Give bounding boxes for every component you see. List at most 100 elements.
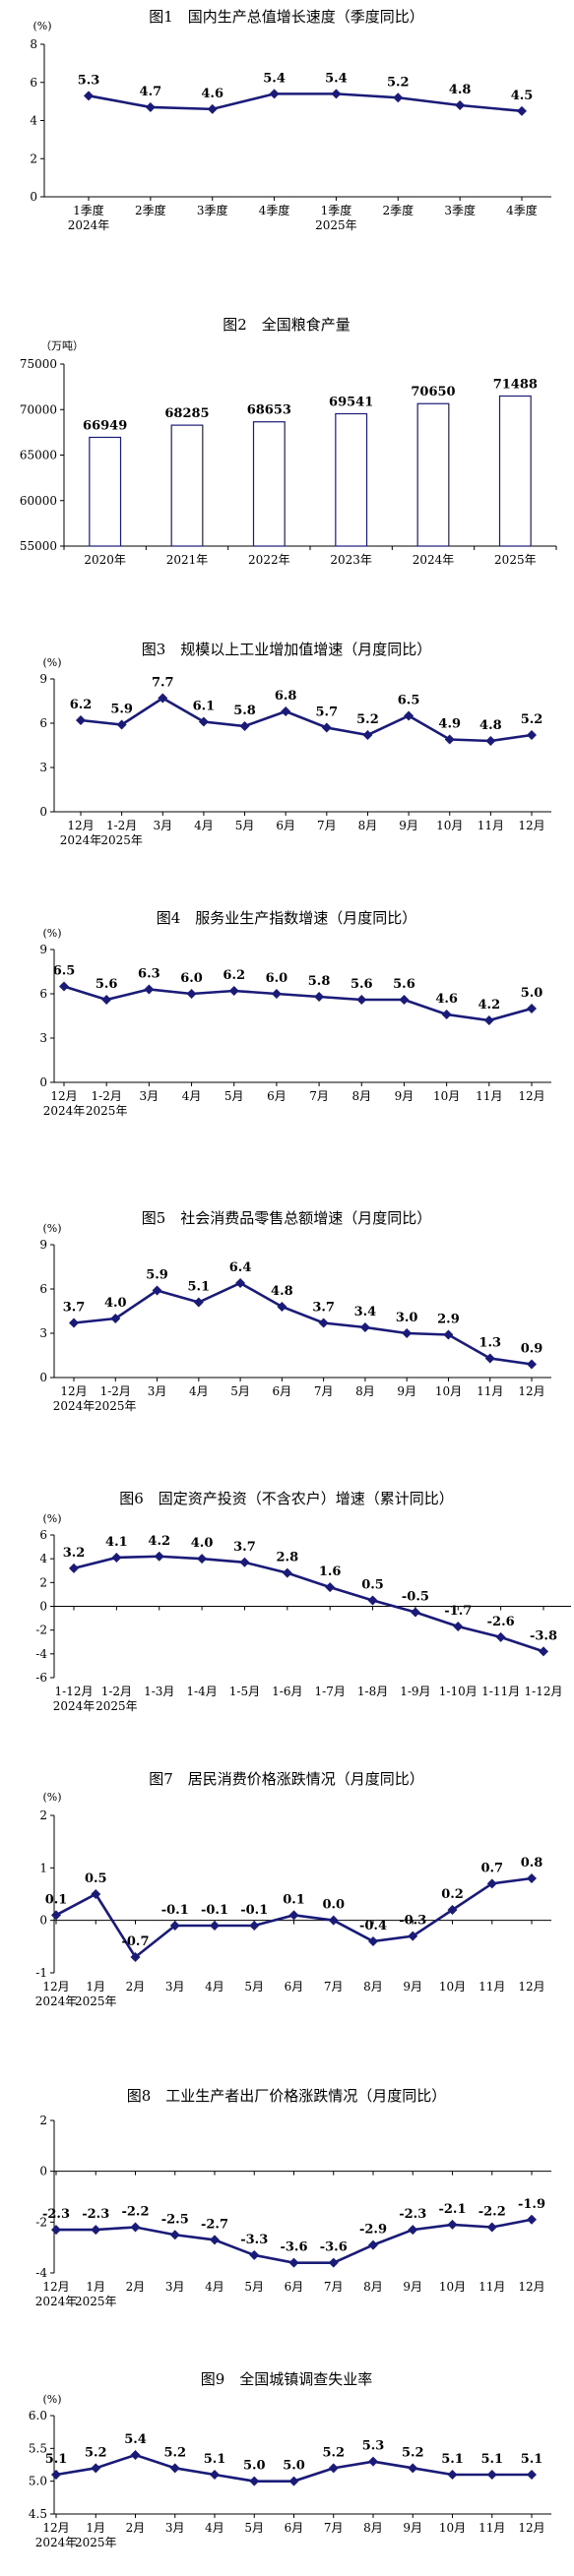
x-tick-label: 1月 bbox=[86, 2521, 105, 2535]
data-label: 4.9 bbox=[438, 717, 461, 732]
x-tick-label: 6月 bbox=[285, 2280, 304, 2294]
data-label: -2.5 bbox=[161, 2212, 189, 2227]
data-label: 0.8 bbox=[521, 1856, 543, 1871]
data-label: 68285 bbox=[164, 406, 209, 421]
y-tick-label: 5.5 bbox=[29, 2441, 47, 2455]
x-tick-label: 12月 bbox=[518, 1980, 544, 1993]
data-point bbox=[367, 1595, 378, 1606]
bar bbox=[170, 424, 204, 547]
y-tick-label: 6 bbox=[39, 716, 47, 730]
data-point bbox=[197, 1554, 208, 1564]
year-label: 2024年 bbox=[35, 2536, 78, 2549]
data-label: 5.9 bbox=[146, 1268, 168, 1283]
x-tick-label: 5月 bbox=[244, 2280, 264, 2294]
data-point bbox=[249, 1921, 260, 1931]
x-tick-label: 12月 bbox=[518, 2521, 544, 2535]
year-label: 2025年 bbox=[96, 1699, 138, 1713]
data-point bbox=[444, 734, 455, 745]
x-tick-label: 1-7月 bbox=[315, 1685, 346, 1698]
data-label: 69541 bbox=[329, 395, 373, 409]
bar bbox=[252, 421, 286, 547]
data-label: 5.2 bbox=[521, 712, 543, 727]
x-tick-label: 1-2月 bbox=[92, 1089, 122, 1103]
x-tick-label: 6月 bbox=[285, 2521, 304, 2535]
data-label: 0.5 bbox=[361, 1577, 384, 1592]
data-label: 5.0 bbox=[283, 2459, 305, 2474]
year-label: 2024年 bbox=[60, 833, 102, 847]
chart-title: 图8 工业生产者出厂价格涨跌情况（月度同比） bbox=[127, 2087, 447, 2105]
data-point bbox=[527, 1359, 537, 1370]
y-tick-label: 4.5 bbox=[29, 2507, 47, 2521]
data-point bbox=[486, 2470, 497, 2480]
data-point bbox=[539, 1646, 548, 1657]
chart-title: 图9 全国城镇调查失业率 bbox=[201, 2370, 373, 2388]
x-tick-label: 6月 bbox=[267, 1089, 287, 1103]
chart-title: 图4 服务业生产指数增速（月度同比） bbox=[157, 909, 417, 927]
y-tick-label: -1 bbox=[35, 1966, 47, 1980]
data-label: 4.1 bbox=[105, 1535, 128, 1550]
data-label: 3.0 bbox=[396, 1311, 418, 1325]
x-tick-label: 4月 bbox=[182, 1089, 202, 1103]
data-point bbox=[169, 2463, 180, 2474]
data-label: 5.1 bbox=[204, 2452, 226, 2467]
year-label: 2025年 bbox=[75, 1994, 117, 2008]
data-point bbox=[495, 1631, 506, 1642]
data-point bbox=[144, 984, 155, 995]
data-label: 5.3 bbox=[78, 73, 100, 88]
x-tick-label: 2月 bbox=[126, 1980, 146, 1993]
x-tick-label: 1-12月 bbox=[55, 1685, 94, 1698]
data-label: 3.7 bbox=[63, 1301, 86, 1316]
y-tick-label: 0 bbox=[30, 190, 37, 204]
data-label: 5.6 bbox=[393, 977, 415, 992]
y-tick-label: 1 bbox=[39, 1861, 47, 1874]
data-label: 5.6 bbox=[96, 977, 118, 992]
year-label: 2025年 bbox=[75, 2536, 117, 2549]
data-point bbox=[158, 693, 168, 704]
series-line bbox=[80, 696, 533, 743]
y-tick-label: 60000 bbox=[20, 494, 57, 508]
data-label: 5.1 bbox=[480, 2452, 503, 2467]
data-point bbox=[288, 1910, 299, 1921]
data-label: 5.2 bbox=[402, 2445, 424, 2460]
data-point bbox=[527, 730, 537, 740]
data-point bbox=[453, 1622, 464, 1632]
data-label: 5.7 bbox=[316, 705, 339, 720]
data-point bbox=[145, 101, 156, 112]
x-tick-label: 2季度 bbox=[382, 203, 414, 217]
chart-5-svg: 图5 社会消费品零售总额增速（月度同比） (%) 0 3 6 9 12月 1-2月 3月 4月 5月… bbox=[39, 1209, 551, 1413]
x-tick-label: 9月 bbox=[399, 819, 418, 832]
data-point bbox=[249, 2249, 260, 2260]
data-label: 68653 bbox=[247, 403, 291, 418]
chart-title: 图2 全国粮食产量 bbox=[223, 316, 351, 334]
data-point bbox=[169, 2230, 180, 2240]
data-label: 2.9 bbox=[437, 1313, 460, 1327]
y-tick-label: 70000 bbox=[20, 402, 57, 416]
x-tick-label: 4月 bbox=[205, 2521, 224, 2535]
data-point bbox=[314, 992, 325, 1002]
x-tick-label: 3月 bbox=[148, 1384, 167, 1398]
data-label: -2.7 bbox=[201, 2217, 228, 2232]
data-label: -2.6 bbox=[487, 1615, 515, 1629]
data-point bbox=[154, 1551, 164, 1562]
y-tick-label: 2 bbox=[39, 2114, 47, 2127]
x-tick-label: 8月 bbox=[363, 1980, 383, 1993]
data-point bbox=[447, 2219, 458, 2230]
y-tick-label: -2 bbox=[35, 2215, 47, 2229]
data-point bbox=[368, 1936, 378, 1946]
x-tick-label: 1-10月 bbox=[439, 1685, 478, 1698]
y-tick-label: -2 bbox=[35, 1624, 47, 1637]
bar bbox=[498, 395, 532, 547]
chart-6-svg: 图6 固定资产投资（不含农户）增速（累计同比） (%) -6 -4 -2 0 2 4 6 1-12… bbox=[35, 1490, 571, 1713]
x-tick-label: 8月 bbox=[351, 1089, 371, 1103]
chart-2: 图2 全国粮食产量 （万吨） 55000 60000 65000 70000 75000 20… bbox=[0, 300, 574, 595]
data-point bbox=[193, 1297, 204, 1308]
data-label: -2.3 bbox=[42, 2207, 70, 2222]
series-line bbox=[73, 1555, 544, 1653]
data-point bbox=[169, 1921, 180, 1931]
unit-label: (%) bbox=[42, 1512, 61, 1525]
data-point bbox=[486, 2222, 497, 2233]
x-tick-label: 8月 bbox=[358, 819, 378, 832]
chart-9: 图9 全国城镇调查失业率 (%) 4.5 5.0 5.5 6.0 12月 1月 2月 3月 4月 5月… bbox=[0, 2361, 574, 2572]
bar bbox=[416, 402, 450, 547]
data-label: 0.1 bbox=[283, 1892, 305, 1907]
